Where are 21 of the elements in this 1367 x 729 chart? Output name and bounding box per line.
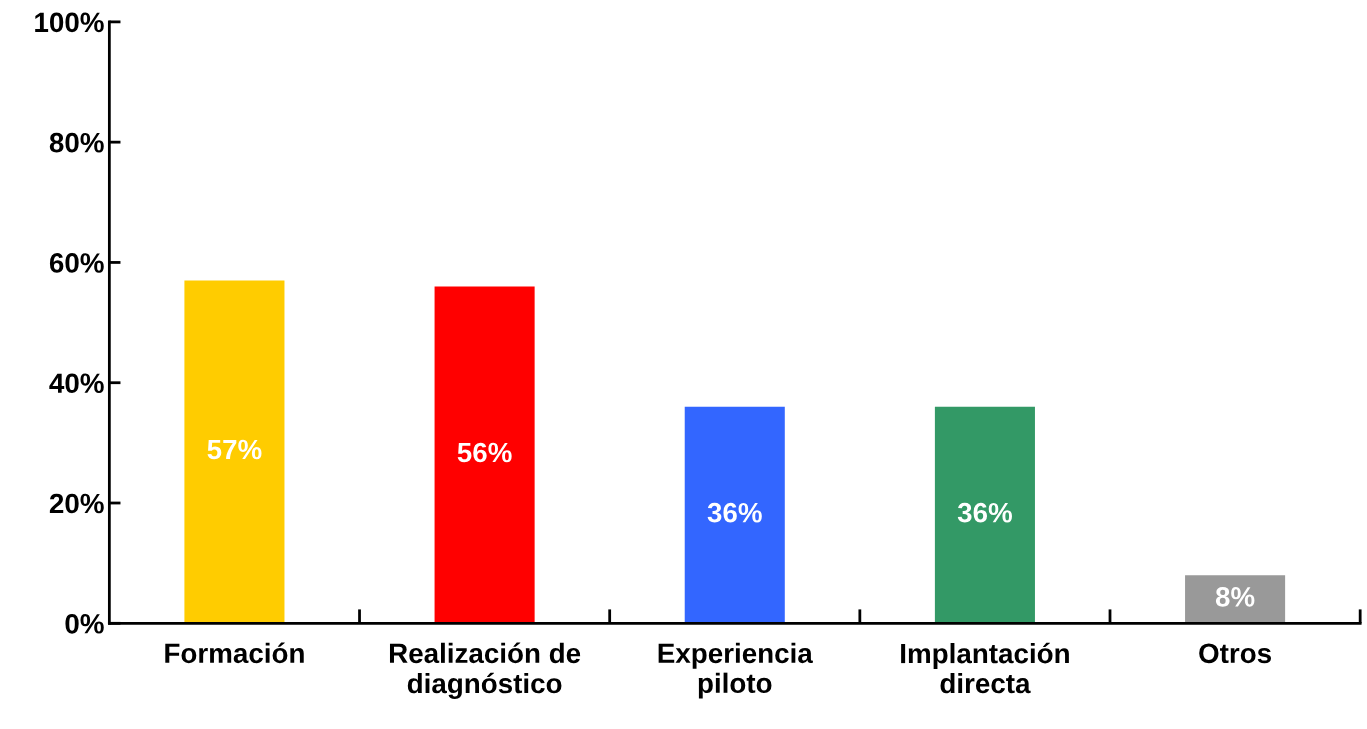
data-label: 57% xyxy=(207,439,262,460)
bar xyxy=(934,406,1035,624)
bar xyxy=(434,286,535,624)
x-tick-label: Realización de diagnóstico xyxy=(389,642,581,699)
data-label: 36% xyxy=(707,502,762,523)
y-tick-label: 20% xyxy=(49,493,104,514)
data-label: 56% xyxy=(457,442,512,463)
y-tick-label: 60% xyxy=(49,253,104,273)
x-tick-label: Experiencia piloto xyxy=(658,642,813,699)
y-tick-label: 80% xyxy=(49,132,104,153)
y-tick-label: 40% xyxy=(49,373,104,394)
y-tick-label: 0% xyxy=(65,613,104,634)
bar xyxy=(1185,575,1286,624)
x-tick-label: Otros xyxy=(1199,643,1271,664)
data-label: 8% xyxy=(1215,587,1255,607)
x-tick-label: Implantación directa xyxy=(901,642,1069,694)
y-tick-label: 100% xyxy=(35,12,104,33)
bar xyxy=(684,406,785,624)
data-label: 36% xyxy=(957,502,1012,523)
x-tick-label: Formación xyxy=(165,642,304,664)
bar xyxy=(184,280,285,624)
